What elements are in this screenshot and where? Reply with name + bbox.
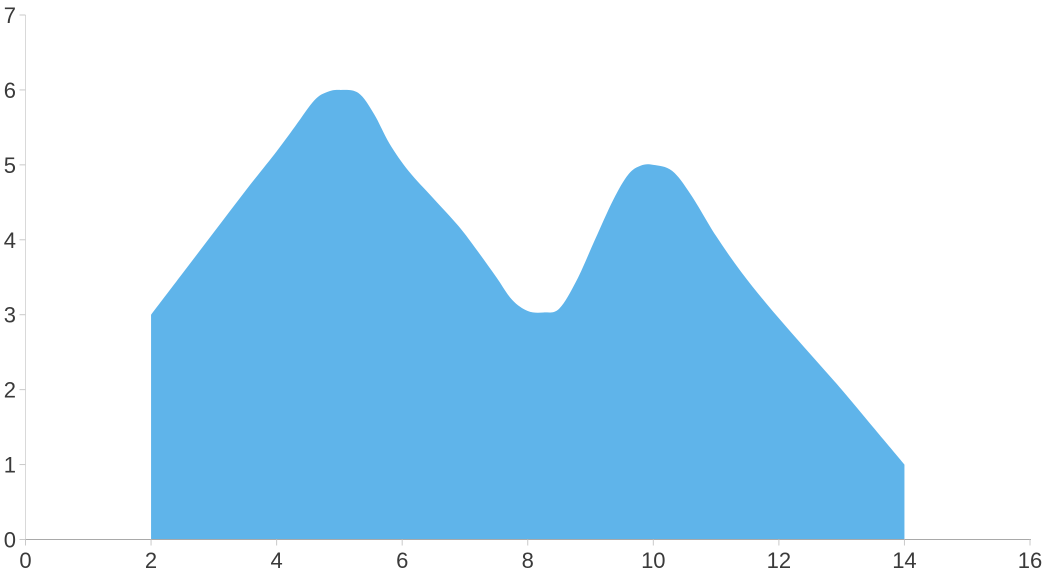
x-axis-tick-label: 0 [19,548,31,573]
y-axis-tick-label: 0 [4,528,16,553]
x-axis: 0 2 4 6 8 10 12 14 16 [19,539,1042,573]
y-axis-tick-label: 5 [4,153,16,178]
y-axis-tick-label: 3 [4,303,16,328]
x-axis-tick-label: 12 [767,548,791,573]
x-axis-tick-label: 6 [396,548,408,573]
area-series[interactable] [151,89,905,540]
y-axis-tick-label: 4 [4,228,16,253]
x-axis-tick-label: 16 [1018,548,1042,573]
x-axis-tick-label: 14 [892,548,916,573]
y-axis: 0 1 2 3 4 5 6 7 [4,3,26,553]
y-axis-tick-label: 7 [4,3,16,28]
x-axis-tick-label: 4 [271,548,283,573]
x-axis-tick-label: 8 [522,548,534,573]
y-axis-tick-label: 2 [4,378,16,403]
x-axis-tick-label: 10 [641,548,665,573]
y-axis-tick-label: 6 [4,78,16,103]
x-axis-tick-label: 2 [145,548,157,573]
y-axis-tick-label: 1 [4,453,16,478]
